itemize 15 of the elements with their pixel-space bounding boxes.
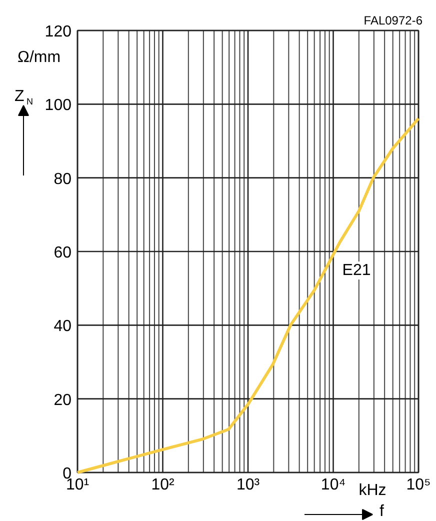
text: FAL0972-6 xyxy=(364,14,423,28)
x-axis-title: f xyxy=(380,503,384,520)
y-tick-label: 20 xyxy=(54,392,72,409)
x-tick-label: 10³ xyxy=(236,476,260,494)
y-tick-label: 120 xyxy=(44,24,72,40)
x-tick-label: 10⁵ xyxy=(406,476,431,494)
text: kHz xyxy=(358,482,386,499)
y-tick-label: 40 xyxy=(54,318,72,336)
x-tick-label: 10⁴ xyxy=(320,476,346,494)
y-tick-label: 60 xyxy=(54,244,72,262)
x-tick-label: 10² xyxy=(151,476,175,494)
text: Ω/mm xyxy=(18,49,61,66)
annotation: E21 xyxy=(342,262,371,279)
y-tick-label: 100 xyxy=(44,97,72,114)
y-tick-label: 80 xyxy=(54,170,72,188)
